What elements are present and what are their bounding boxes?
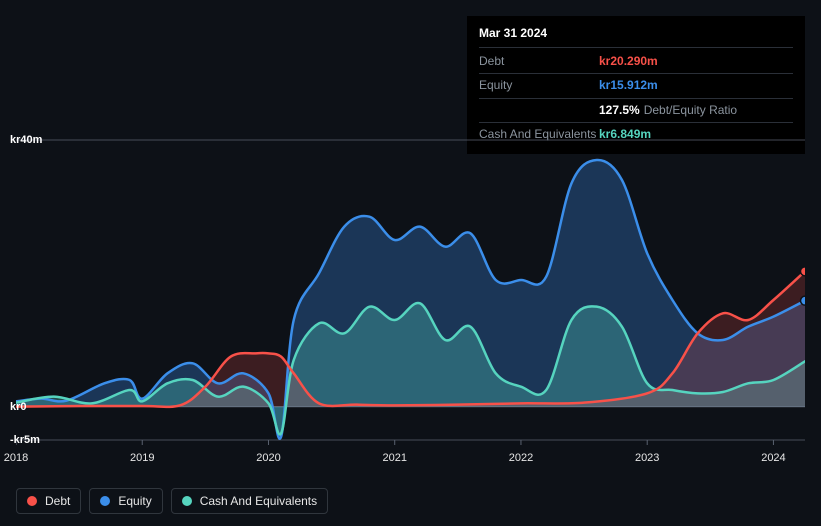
legend-label: Debt [45, 494, 70, 508]
chart-legend: Debt Equity Cash And Equivalents [16, 488, 328, 514]
x-axis-label: 2021 [382, 452, 406, 464]
legend-dot-icon [100, 496, 110, 506]
x-axis-label: 2019 [130, 452, 154, 464]
tooltip-label: Equity [479, 76, 599, 95]
tooltip-date: Mar 31 2024 [479, 24, 793, 48]
y-axis-label: kr40m [10, 134, 42, 146]
tooltip-row: Debtkr20.290m [479, 50, 793, 74]
legend-dot-icon [27, 496, 37, 506]
chart-svg [16, 120, 805, 460]
legend-item-debt[interactable]: Debt [16, 488, 81, 514]
x-axis-label: 2018 [4, 452, 28, 464]
legend-item-equity[interactable]: Equity [89, 488, 162, 514]
tooltip-row: Equitykr15.912m [479, 74, 793, 98]
financial-history-chart [16, 120, 805, 460]
tooltip-value: kr15.912m [599, 76, 658, 95]
tooltip-label: Debt [479, 52, 599, 71]
legend-label: Equity [118, 494, 151, 508]
x-axis-label: 2022 [509, 452, 533, 464]
x-axis-label: 2023 [635, 452, 659, 464]
x-axis-label: 2024 [761, 452, 785, 464]
tooltip-value: kr20.290m [599, 52, 658, 71]
legend-dot-icon [182, 496, 192, 506]
x-axis-label: 2020 [256, 452, 280, 464]
tooltip-extra: Debt/Equity Ratio [644, 103, 737, 117]
legend-label: Cash And Equivalents [200, 494, 317, 508]
legend-item-cash-and-equivalents[interactable]: Cash And Equivalents [171, 488, 328, 514]
x-axis-labels: 2018201920202021202220232024 [16, 452, 805, 472]
y-axis-label: kr0 [10, 401, 27, 413]
tooltip-label [479, 101, 599, 120]
tooltip-value: 127.5%Debt/Equity Ratio [599, 101, 737, 120]
y-axis-label: -kr5m [10, 434, 40, 446]
